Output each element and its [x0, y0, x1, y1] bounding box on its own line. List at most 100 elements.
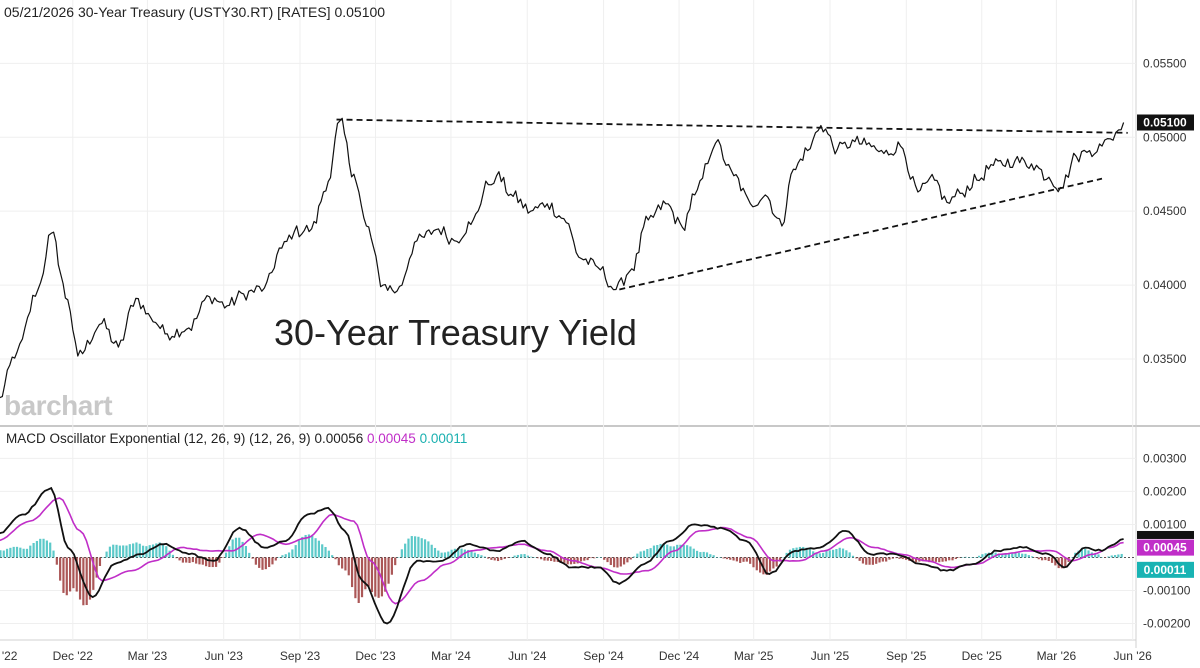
histogram-bar [709, 554, 712, 558]
histogram-bar [523, 554, 526, 558]
histogram-bar [1001, 553, 1004, 558]
histogram-bar [506, 557, 510, 558]
svg-text:0.00045: 0.00045 [1143, 541, 1187, 555]
value-badges: 0.05100 0.00045 0.00011 [1137, 114, 1194, 578]
macd-y-tick-label: 0.00300 [1143, 451, 1187, 465]
histogram-bar [377, 557, 380, 598]
histogram-bar [904, 557, 908, 560]
histogram-bar [997, 554, 1001, 558]
histogram-bar [613, 557, 616, 568]
histogram-bar [808, 548, 811, 558]
macd-y-tick-label: 0.00100 [1143, 517, 1187, 531]
price-plot[interactable] [0, 117, 1128, 402]
histogram-bar [181, 557, 184, 563]
histogram-bar [42, 538, 45, 558]
histogram-bar [347, 557, 350, 576]
histogram-bar [437, 550, 440, 558]
histogram-bar [543, 557, 546, 561]
histogram-bar [1070, 557, 1074, 558]
histogram-bar [374, 557, 377, 597]
macd-y-tick-label: 0.00200 [1143, 484, 1187, 498]
price-y-tick-label: 0.05000 [1143, 130, 1187, 144]
histogram-bar [500, 557, 503, 561]
histogram-bar [188, 557, 191, 563]
histogram-bar [755, 557, 758, 571]
histogram-bar [759, 557, 762, 573]
histogram-bar [324, 547, 327, 558]
histogram-bar [15, 546, 19, 558]
histogram-bar [125, 545, 128, 558]
histogram-bar [579, 557, 583, 562]
histogram-bar [1050, 557, 1054, 563]
macd-y-tick-label: -0.00100 [1143, 583, 1191, 597]
histogram-bar [450, 549, 453, 558]
header-last: 0.05100 [334, 4, 386, 20]
histogram-bar [490, 557, 493, 560]
histogram-bar [888, 557, 891, 560]
histogram-bar [108, 546, 112, 558]
histogram-bar [1110, 555, 1113, 558]
histogram-bar [277, 557, 281, 558]
histogram-bar [855, 557, 858, 559]
histogram-bar [1064, 557, 1067, 567]
histogram-bar [102, 557, 105, 558]
histogram-bar [357, 557, 360, 603]
histogram-bar [679, 544, 682, 558]
histogram-bar [350, 557, 354, 588]
histogram-bar [662, 543, 666, 558]
histogram-bar [725, 557, 729, 560]
histogram-bar [78, 557, 82, 600]
histogram-bar [815, 552, 818, 558]
histogram-bar [705, 552, 709, 558]
histogram-bar [715, 557, 719, 558]
support-trendline [619, 177, 1103, 291]
histogram-bar [477, 554, 480, 558]
histogram-bar [948, 557, 951, 561]
histogram-bar [1021, 553, 1024, 558]
macd-plot[interactable] [0, 486, 1124, 625]
macd-histogram-value: 0.00011 [419, 431, 468, 446]
last-price-badge: 0.05100 [1137, 114, 1194, 131]
histogram-bar [29, 545, 32, 558]
histogram-bar [165, 546, 168, 558]
x-tick-label: Sep '23 [280, 649, 321, 663]
macd-y-axis: 0.00300 0.00200 0.00100 -0.00100 -0.00200 [1143, 451, 1191, 630]
x-tick-label: Dec '25 [962, 649, 1003, 663]
histogram-bar [914, 557, 918, 563]
histogram-bar [337, 557, 340, 566]
histogram-bar [934, 557, 938, 562]
histogram-bar [938, 557, 941, 563]
histogram-bar [858, 557, 861, 561]
histogram-bar [1044, 557, 1047, 561]
histogram-bar [1011, 552, 1014, 558]
histogram-bar [941, 557, 944, 562]
histogram-bar [974, 557, 977, 558]
histogram-bar [88, 557, 92, 600]
x-tick-label: Sep '25 [886, 649, 927, 663]
histogram-bar [911, 557, 914, 562]
signal-value-badge: 0.00045 [1137, 539, 1194, 556]
histogram-bar [695, 550, 699, 558]
histogram-bar [702, 551, 705, 558]
histogram-bar [818, 553, 821, 558]
histogram-bar [682, 545, 685, 558]
x-tick-label: Dec '24 [659, 649, 700, 663]
histogram-bar [254, 557, 257, 565]
histogram-bar [1040, 557, 1044, 561]
histogram-bar [467, 549, 470, 558]
svg-text:0.00011: 0.00011 [1144, 563, 1187, 577]
histogram-bar [961, 557, 964, 558]
histogram-bar [62, 557, 65, 593]
histogram-bar [417, 536, 420, 558]
histogram-bar [496, 557, 500, 562]
histogram-bar [712, 555, 715, 558]
histogram-bar [851, 555, 855, 558]
histogram-bar [135, 542, 138, 558]
price-series-line [0, 117, 1125, 399]
histogram-bar [486, 557, 490, 559]
histogram-bar [891, 557, 894, 559]
x-tick-label: Mar '23 [128, 649, 168, 663]
histogram-bar [546, 557, 549, 561]
histogram-bar [360, 557, 364, 598]
histogram-bar [1007, 553, 1011, 558]
